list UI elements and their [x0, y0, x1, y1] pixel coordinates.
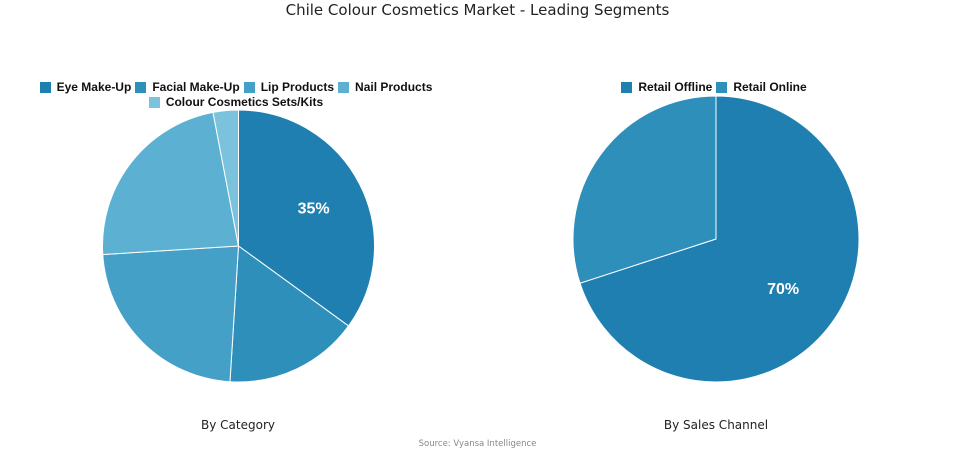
legend-swatch: [135, 82, 147, 93]
legend-swatch: [716, 82, 728, 93]
legend-swatch: [338, 82, 350, 93]
legend-label: Retail Online: [733, 80, 807, 94]
legend-swatch: [148, 97, 160, 108]
pie-data-label: 70%: [767, 281, 799, 298]
legend-item-retail-offline[interactable]: Retail Offline: [621, 80, 712, 95]
legend-swatch: [243, 82, 255, 93]
legend-label: Lip Products: [260, 80, 335, 94]
legend-item-eye-make-up[interactable]: Eye Make-Up: [39, 80, 132, 95]
legend-swatch: [621, 82, 633, 93]
pie-slice-eye-make-up[interactable]: [238, 109, 375, 327]
chart-title: Chile Colour Cosmetics Market - Leading …: [285, 1, 670, 19]
pie-slice-lip-products[interactable]: [102, 245, 240, 383]
legend-item-lip-products[interactable]: Lip Products: [243, 80, 335, 95]
pie-slice-facial-make-up[interactable]: [229, 245, 350, 383]
legend-swatch: [39, 82, 51, 93]
pie-slice-retail-online[interactable]: [572, 95, 717, 284]
pie-data-label: 35%: [298, 201, 330, 218]
category-chart-subtitle: By Category: [201, 418, 275, 432]
category-legend: Eye Make-Up Facial Make-Up Lip Products …: [38, 80, 438, 110]
legend-label: Facial Make-Up: [152, 80, 240, 94]
channel-legend: Retail Offline Retail Online: [566, 80, 866, 95]
legend-label: Nail Products: [355, 80, 433, 94]
legend-item-retail-online[interactable]: Retail Online: [716, 80, 807, 95]
pie-slice-colour-cosmetics-sets-kits[interactable]: [212, 109, 239, 247]
source-note: Source: Vyansa Intelligence: [418, 439, 537, 449]
pie-slice-nail-products[interactable]: [102, 111, 240, 256]
legend-label: Retail Offline: [638, 80, 713, 94]
legend-label: Colour Cosmetics Sets/Kits: [165, 95, 324, 109]
legend-item-nail-products[interactable]: Nail Products: [338, 80, 432, 95]
channel-chart-subtitle: By Sales Channel: [663, 418, 769, 432]
legend-item-colour-cosmetics-sets-kits[interactable]: Colour Cosmetics Sets/Kits: [148, 95, 324, 110]
pie-slice-retail-offline[interactable]: [579, 95, 860, 383]
legend-item-facial-make-up[interactable]: Facial Make-Up: [135, 80, 240, 95]
legend-label: Eye Make-Up: [56, 80, 132, 94]
